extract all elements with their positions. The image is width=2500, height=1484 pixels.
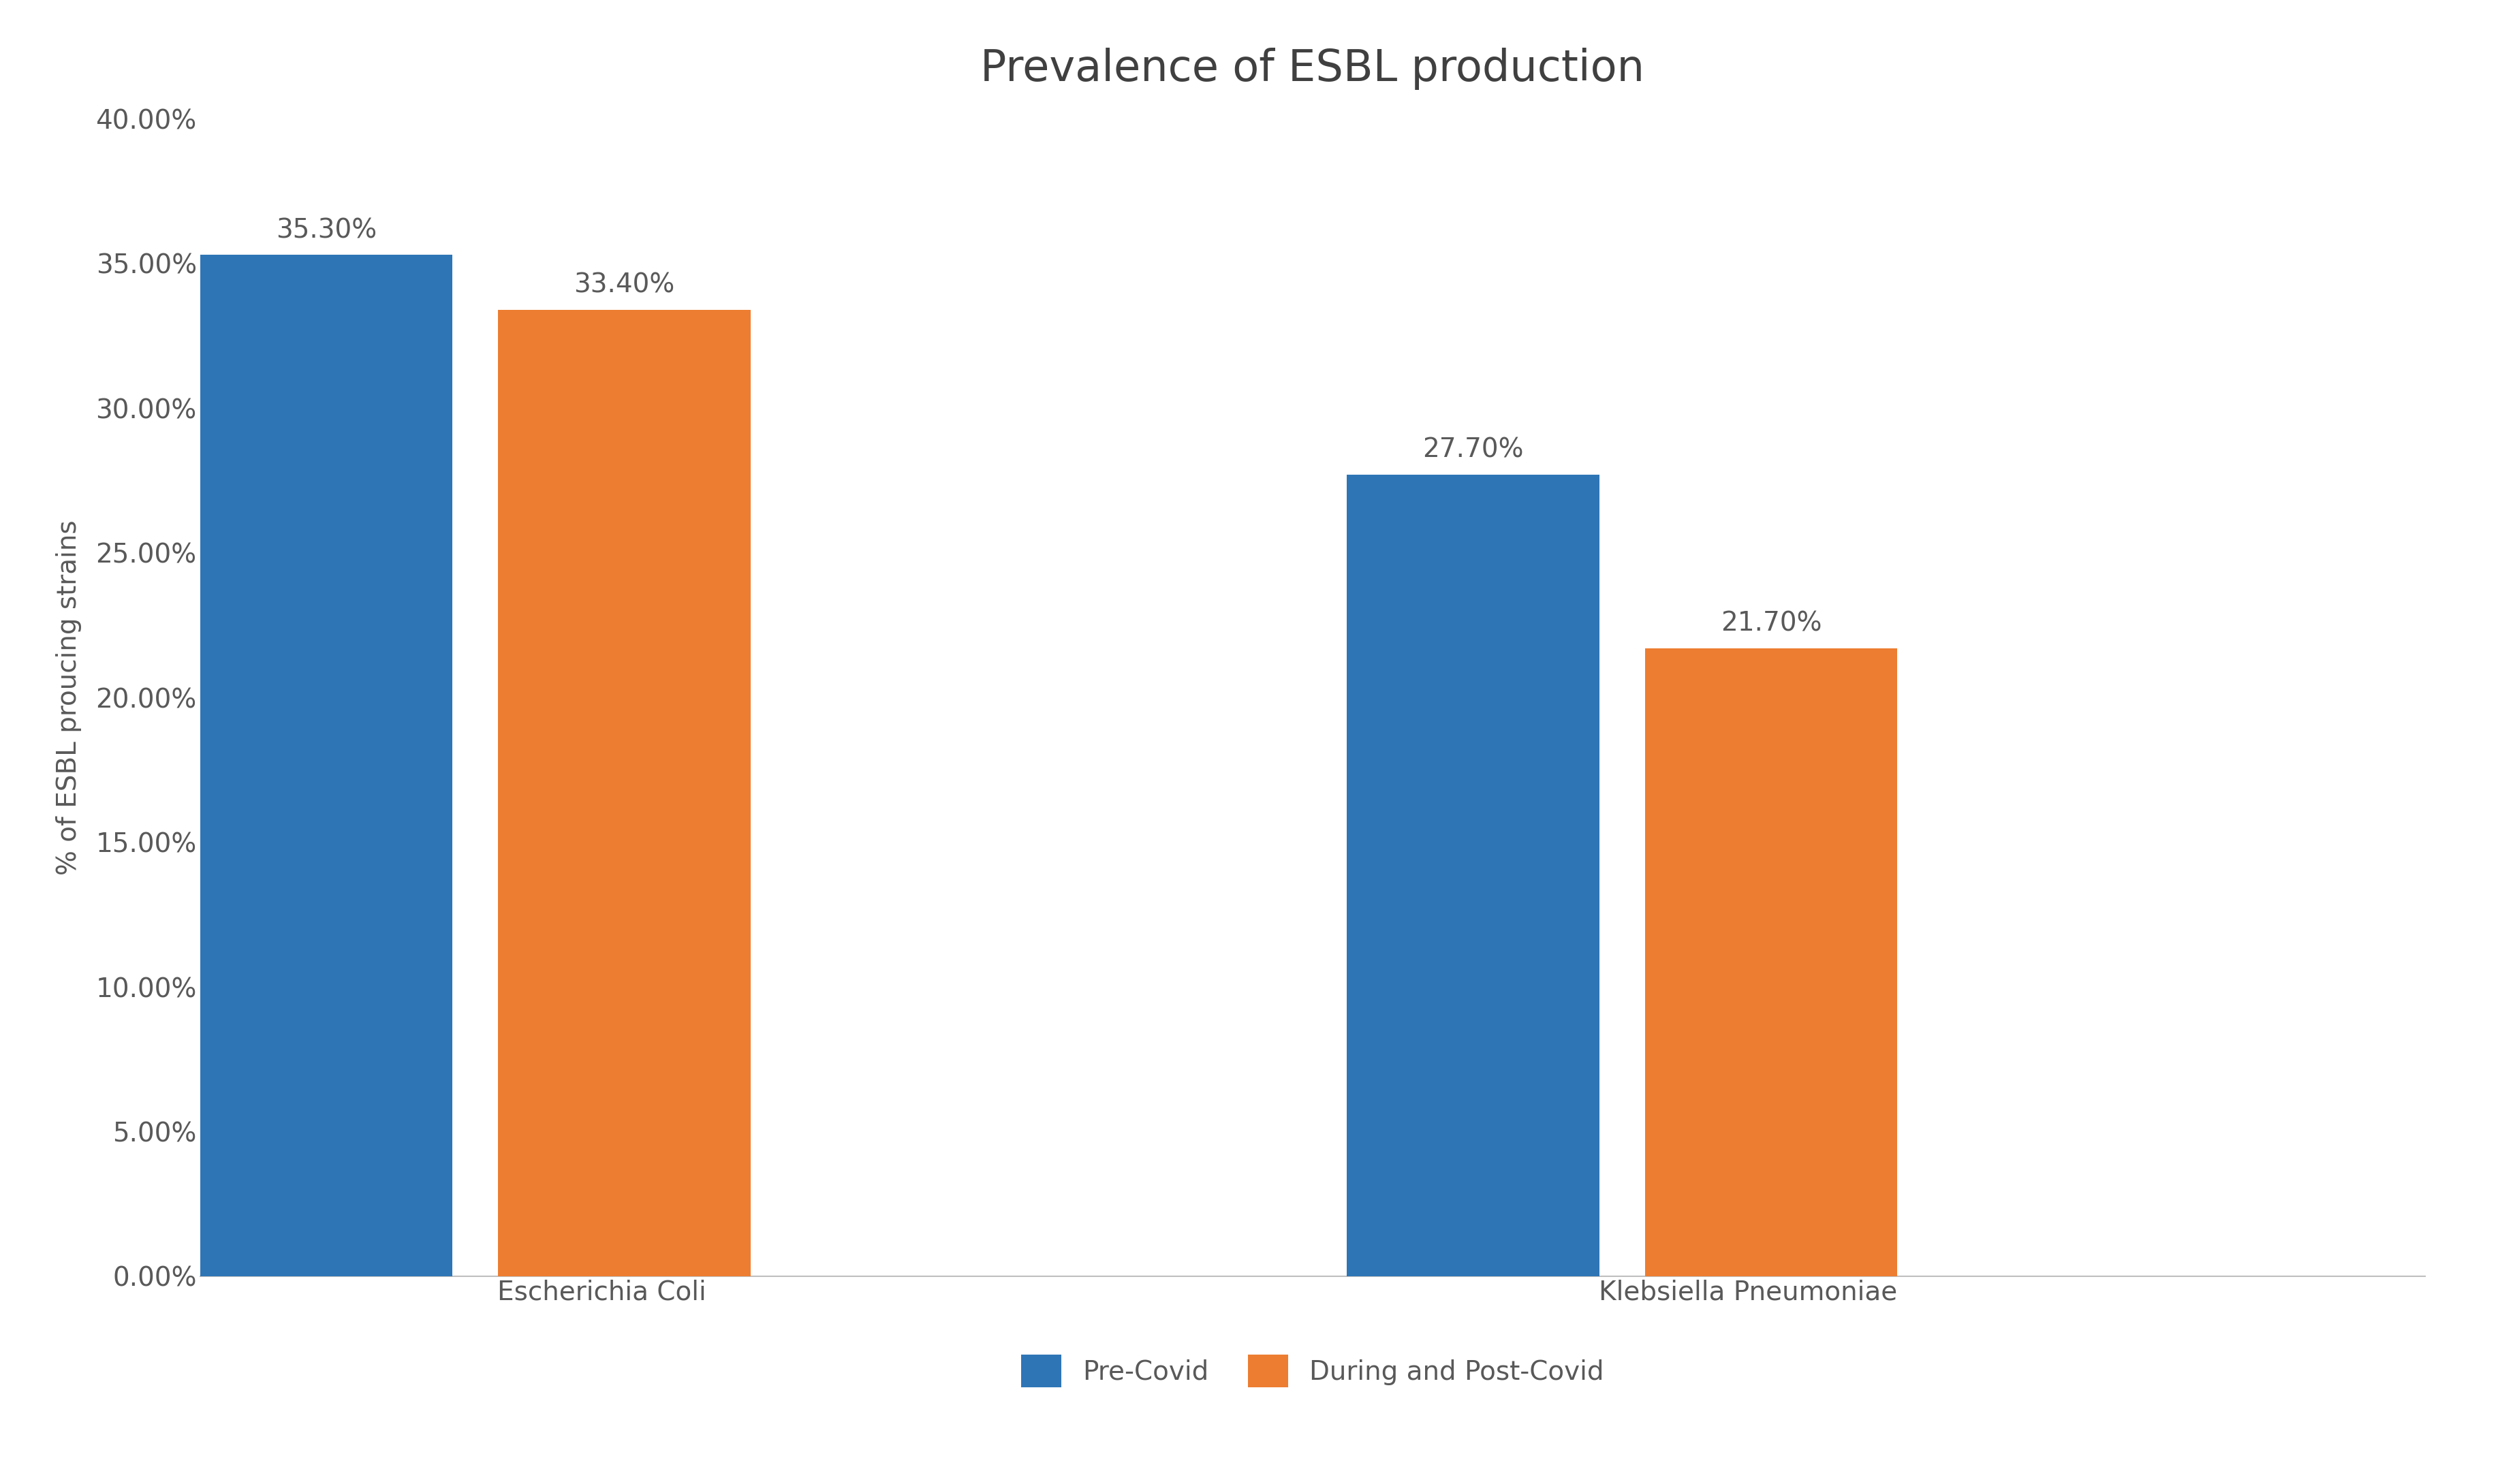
- Y-axis label: % of ESBL proucing strains: % of ESBL proucing strains: [55, 519, 82, 876]
- Text: 21.70%: 21.70%: [1720, 611, 1822, 637]
- Bar: [200, 255, 452, 1276]
- Text: 27.70%: 27.70%: [1422, 438, 1522, 463]
- Bar: [1348, 475, 1600, 1276]
- Bar: [498, 310, 750, 1276]
- Title: Prevalence of ESBL production: Prevalence of ESBL production: [980, 47, 1645, 89]
- Text: 33.40%: 33.40%: [575, 272, 675, 298]
- Bar: [1645, 649, 1898, 1276]
- Legend: Pre-Covid, During and Post-Covid: Pre-Covid, During and Post-Covid: [995, 1328, 1630, 1413]
- Text: 35.30%: 35.30%: [275, 217, 377, 243]
